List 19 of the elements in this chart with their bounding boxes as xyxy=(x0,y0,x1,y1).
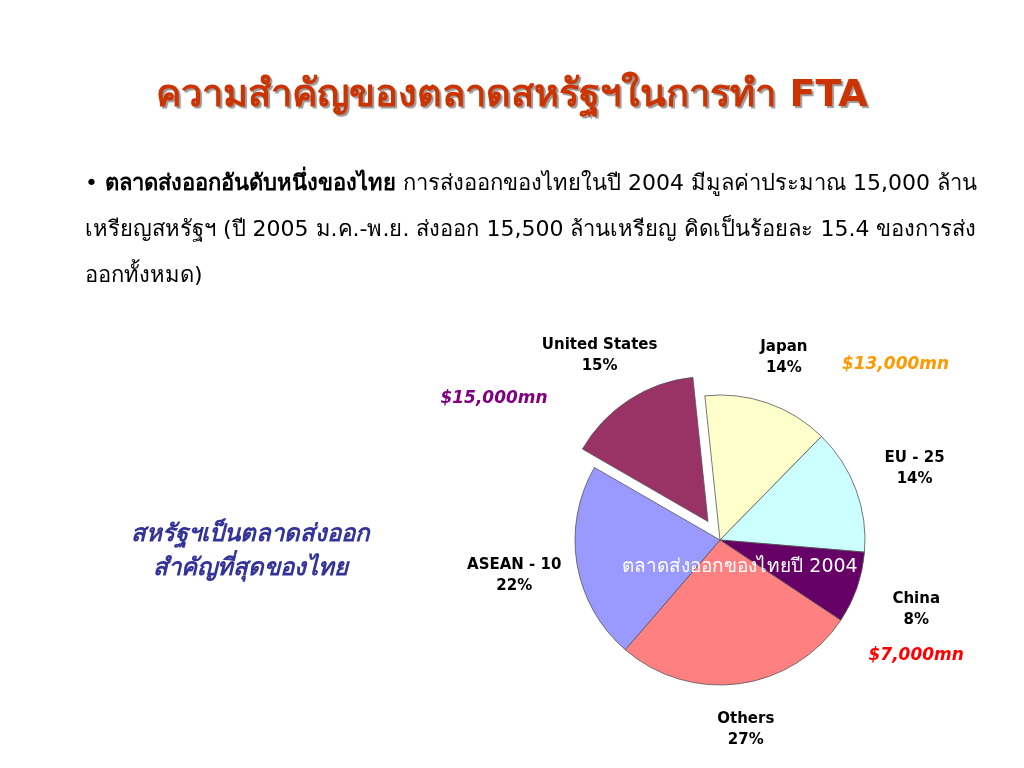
data-label: 27% xyxy=(727,729,764,748)
slice-label: EU - 25 xyxy=(884,448,945,467)
data-label: 15% xyxy=(581,356,618,375)
data-label: 8% xyxy=(903,609,929,628)
chart-title: ความสำคัญของตลาดสหรัฐฯในการทำ FTA xyxy=(155,70,869,120)
text: $13,000mn xyxy=(841,352,950,373)
chart-subtitle: • ตลาดส่งออกอันดับหนึ่งของไทย การส่งออกของไทยในปี 2004 มีมูลค่าประมาณ 15,000 ล้านเหรียญสหรัฐฯ (ปี 2005 ม.ค.-พ.ย. ส่งออก 15,500 ล้านเหรียญ คิดเป็นร้อยละ 15.4 ของการส่งออกทั้งหมด) xyxy=(85,165,978,289)
text: $7,000mn xyxy=(868,644,964,665)
slice-label: Japan xyxy=(759,337,808,356)
slice-label: ASEAN - 10 xyxy=(467,555,562,574)
slice-label: Others xyxy=(717,708,775,727)
data-label: 22% xyxy=(496,576,533,595)
data-label: 14% xyxy=(765,358,802,377)
slice-label: United States xyxy=(541,335,658,354)
slice-label: China xyxy=(892,588,941,607)
text: ตลาดส่งออกของไทยปี 2004 xyxy=(622,554,858,576)
data-label: 14% xyxy=(896,469,933,488)
text: $15,000mn xyxy=(440,386,548,407)
text: สหรัฐฯเป็นตลาดส่งออก สำคัญที่สุดของไทย xyxy=(130,518,371,582)
